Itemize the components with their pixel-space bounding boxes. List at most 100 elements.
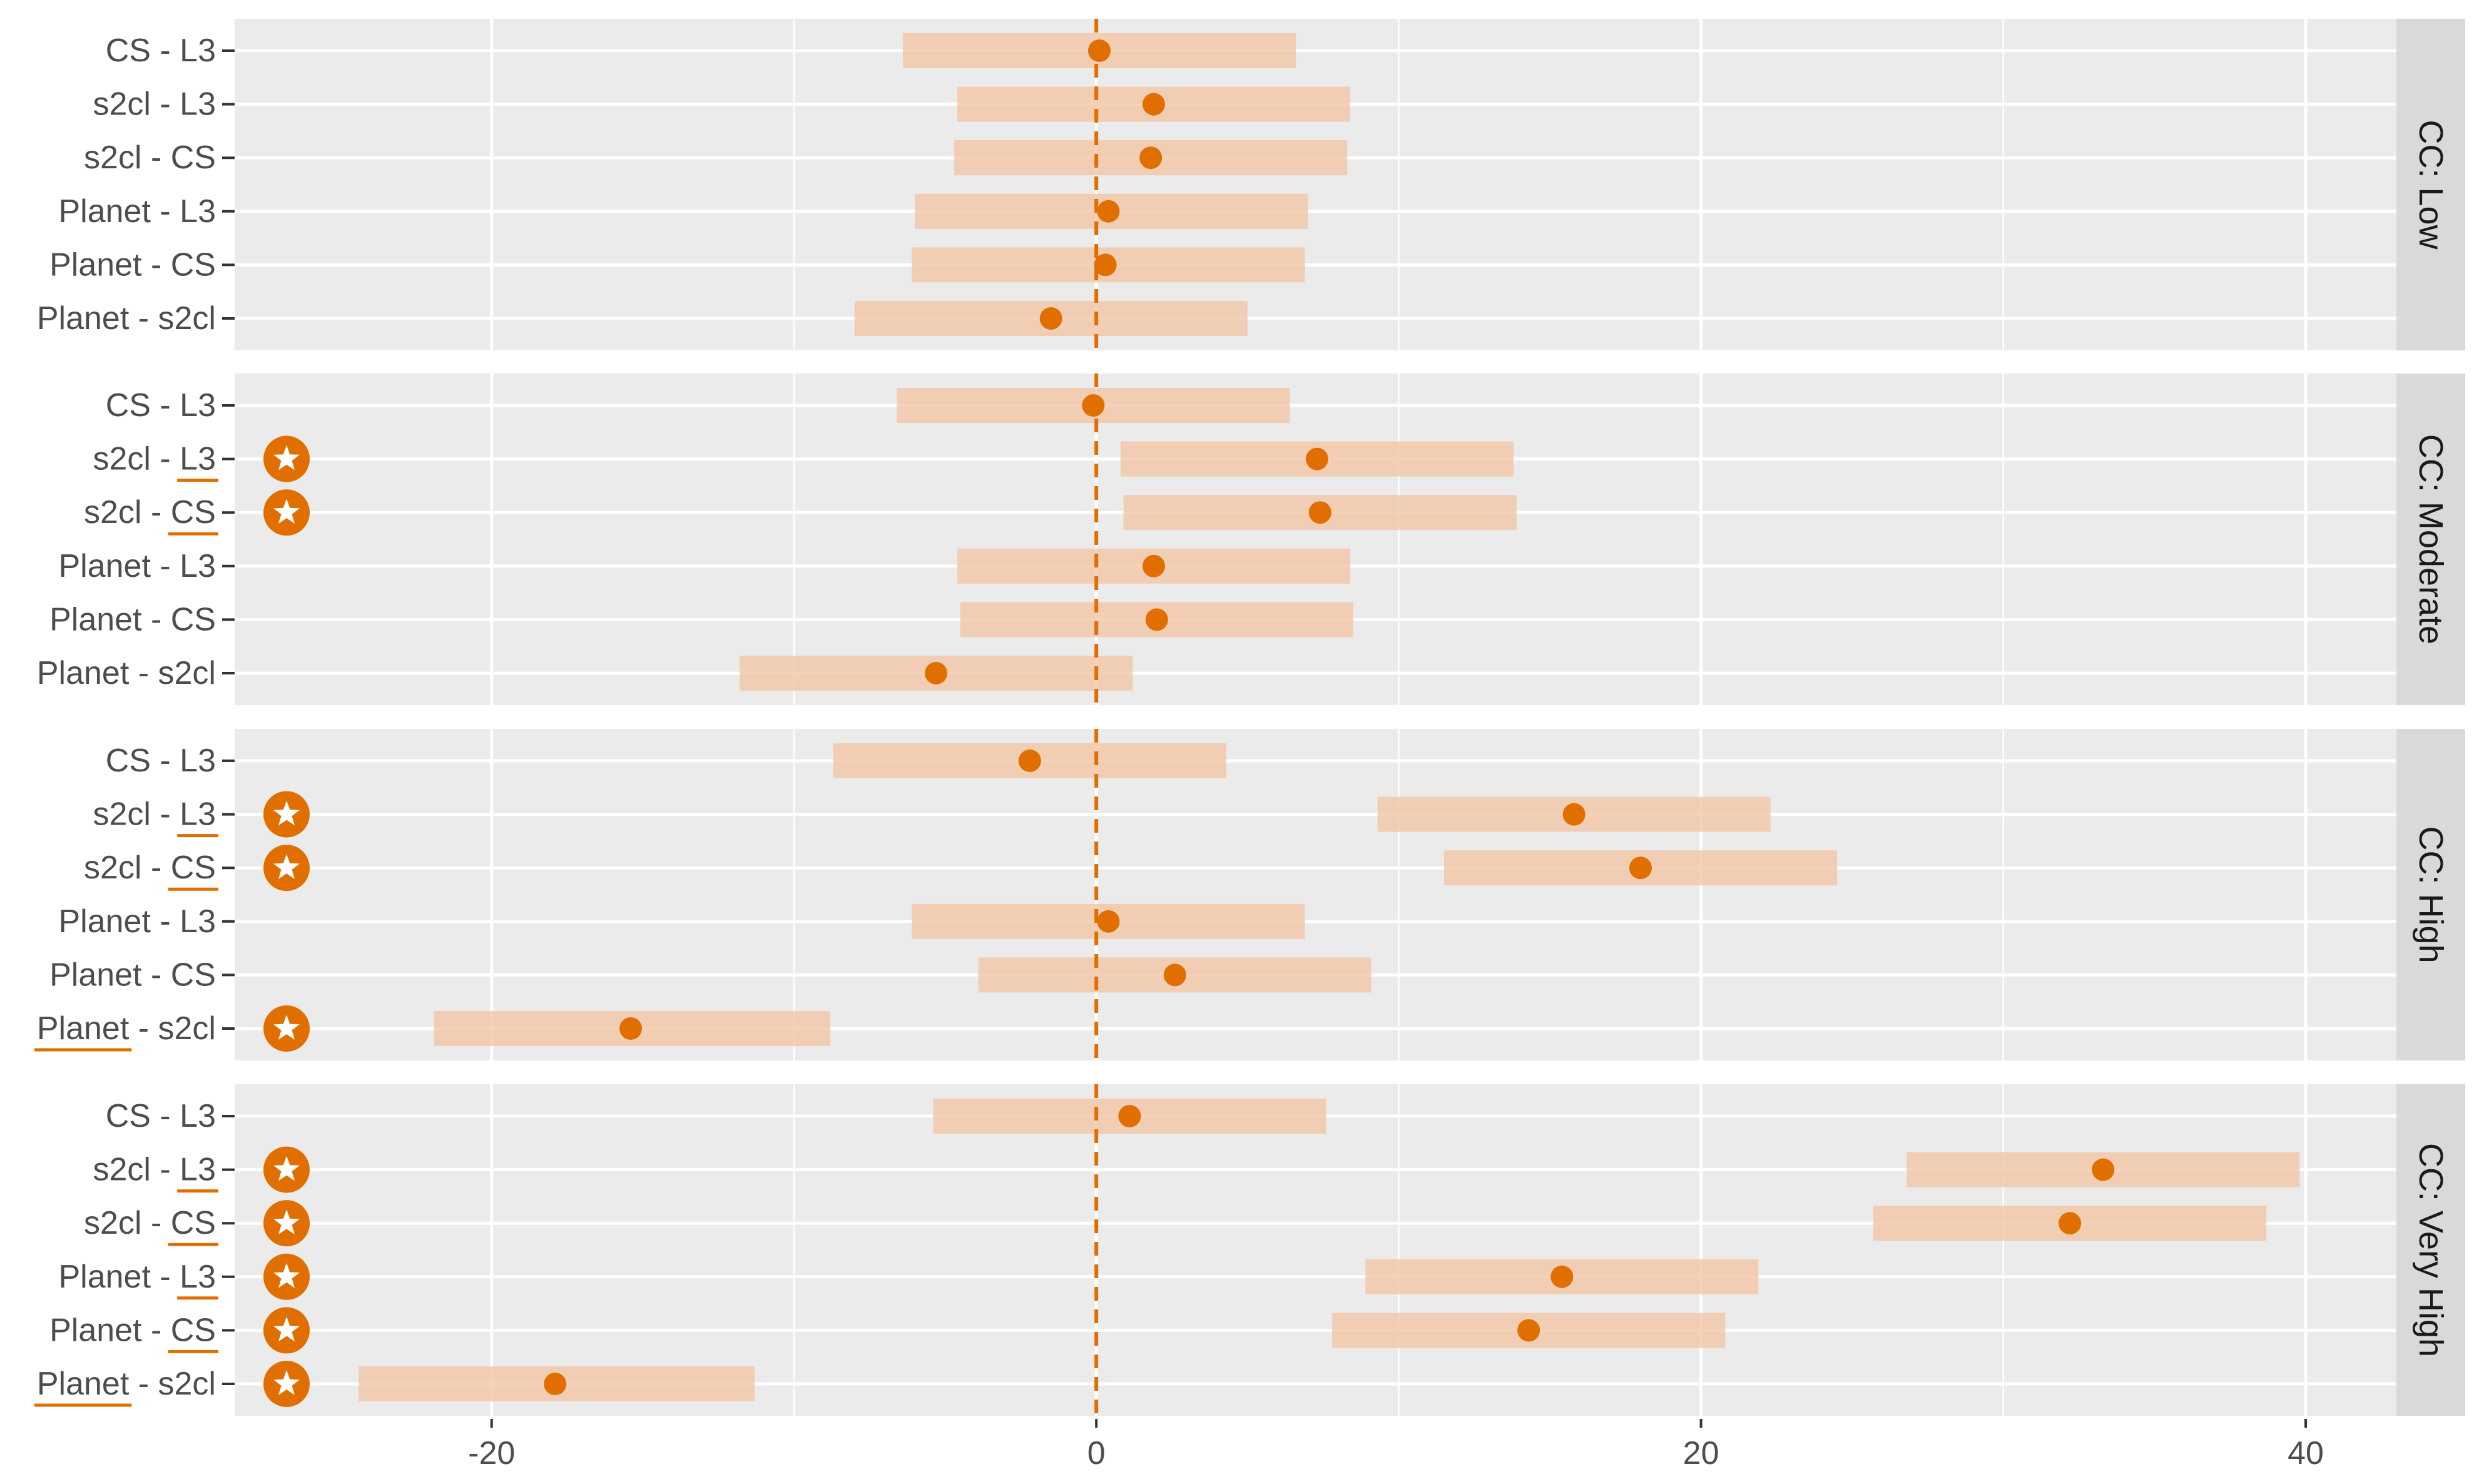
row-label-left: CS: [106, 387, 151, 424]
row-label-sep: -: [151, 1152, 180, 1188]
row-label-sep: -: [129, 655, 158, 691]
row-label: Planet - CS: [49, 1312, 216, 1348]
row-label-sep: -: [142, 246, 171, 283]
row-label-left: Planet: [49, 957, 142, 993]
panel-background: [235, 729, 2396, 1060]
row-label-right: L3: [180, 903, 216, 940]
row-label-right: s2cl: [158, 655, 216, 691]
row-label: s2cl - L3: [93, 1152, 216, 1188]
row-label: s2cl - L3: [93, 441, 216, 477]
row-label-left: Planet: [49, 601, 142, 638]
row-label-sep: -: [142, 957, 171, 993]
row-label: Planet - CS: [49, 601, 216, 638]
row-label-right: L3: [180, 387, 216, 424]
row-label-left: s2cl: [93, 1152, 150, 1188]
row-label-left: Planet: [49, 246, 142, 283]
panel-background: [235, 19, 2396, 350]
point-estimate: [1118, 1105, 1141, 1127]
point-estimate: [544, 1373, 566, 1395]
row-label: Planet - CS: [49, 957, 216, 993]
row-label: CS - L3: [106, 33, 216, 69]
point-estimate: [2059, 1212, 2081, 1234]
row-label-left: Planet: [37, 300, 130, 337]
row-label-left: CS: [106, 33, 151, 69]
row-label: CS - L3: [106, 387, 216, 424]
x-tick-label: 0: [1087, 1435, 1106, 1471]
row-label: Planet - L3: [58, 903, 216, 940]
row-label-sep: -: [142, 1205, 171, 1241]
row-label-right: CS: [171, 1312, 216, 1348]
row-label-right: L3: [180, 441, 216, 477]
row-label-right: L3: [180, 548, 216, 584]
point-estimate: [1164, 963, 1186, 986]
facet-strip-label: CC: High: [2412, 826, 2450, 963]
row-label: CS - L3: [106, 1098, 216, 1134]
row-label-right: L3: [180, 86, 216, 123]
point-estimate: [1019, 750, 1041, 772]
facet-strip-label: CC: Moderate: [2412, 434, 2450, 644]
row-label-left: CS: [106, 743, 151, 779]
row-label-right: s2cl: [158, 300, 216, 337]
row-label: Planet - s2cl: [37, 1366, 216, 1402]
point-estimate: [1629, 856, 1652, 879]
row-label-sep: -: [151, 441, 180, 477]
row-label: s2cl - L3: [93, 86, 216, 123]
point-estimate: [1146, 608, 1168, 631]
row-label-sep: -: [151, 1259, 180, 1295]
row-label-sep: -: [129, 1010, 158, 1047]
row-label-left: Planet: [37, 1010, 130, 1047]
row-label: Planet - s2cl: [37, 300, 216, 337]
panel-3: CC: Very HighCS - L3s2cl - L3s2cl - CSPl…: [34, 1084, 2465, 1416]
row-label-sep: -: [142, 601, 171, 638]
row-label-left: Planet: [49, 1312, 142, 1348]
row-label-left: Planet: [37, 1366, 130, 1402]
row-label-right: CS: [171, 1205, 216, 1241]
row-label-sep: -: [151, 903, 180, 940]
row-label-left: s2cl: [84, 494, 141, 531]
row-label-sep: -: [142, 1312, 171, 1348]
row-label-right: s2cl: [158, 1010, 216, 1047]
row-label-right: L3: [180, 33, 216, 69]
point-estimate: [619, 1017, 642, 1040]
x-tick-label: 40: [2288, 1435, 2324, 1471]
point-estimate: [1550, 1266, 1573, 1288]
row-label: Planet - L3: [58, 548, 216, 584]
point-estimate: [1517, 1319, 1540, 1341]
row-label: Planet - CS: [49, 246, 216, 283]
row-label-right: CS: [171, 246, 216, 283]
row-label-sep: -: [151, 193, 180, 230]
row-label-right: CS: [171, 850, 216, 886]
point-estimate: [1040, 307, 1062, 330]
point-estimate: [1088, 39, 1111, 62]
row-label-left: s2cl: [84, 1205, 141, 1241]
point-estimate: [1097, 200, 1119, 223]
row-label-sep: -: [151, 1098, 180, 1134]
row-label-right: L3: [180, 1098, 216, 1134]
x-tick-label: -20: [468, 1435, 515, 1471]
point-estimate: [1143, 93, 1165, 116]
row-label: s2cl - CS: [84, 140, 216, 176]
row-label: Planet - L3: [58, 193, 216, 230]
row-label-left: Planet: [58, 903, 151, 940]
row-label-right: CS: [171, 140, 216, 176]
row-label-sep: -: [151, 86, 180, 123]
row-label-right: L3: [180, 193, 216, 230]
row-label-left: Planet: [58, 1259, 151, 1295]
row-label-sep: -: [151, 33, 180, 69]
row-label-sep: -: [129, 1366, 158, 1402]
x-tick-label: 20: [1683, 1435, 1719, 1471]
row-label-sep: -: [151, 548, 180, 584]
row-label-sep: -: [151, 796, 180, 833]
row-label: Planet - s2cl: [37, 655, 216, 691]
row-label: Planet - L3: [58, 1259, 216, 1295]
row-label-right: L3: [180, 743, 216, 779]
row-label-sep: -: [151, 387, 180, 424]
row-label-sep: -: [129, 300, 158, 337]
row-label-right: L3: [180, 1259, 216, 1295]
point-estimate: [925, 662, 947, 684]
row-label-left: s2cl: [93, 441, 150, 477]
panel-background: [235, 374, 2396, 705]
row-label-left: s2cl: [84, 850, 141, 886]
